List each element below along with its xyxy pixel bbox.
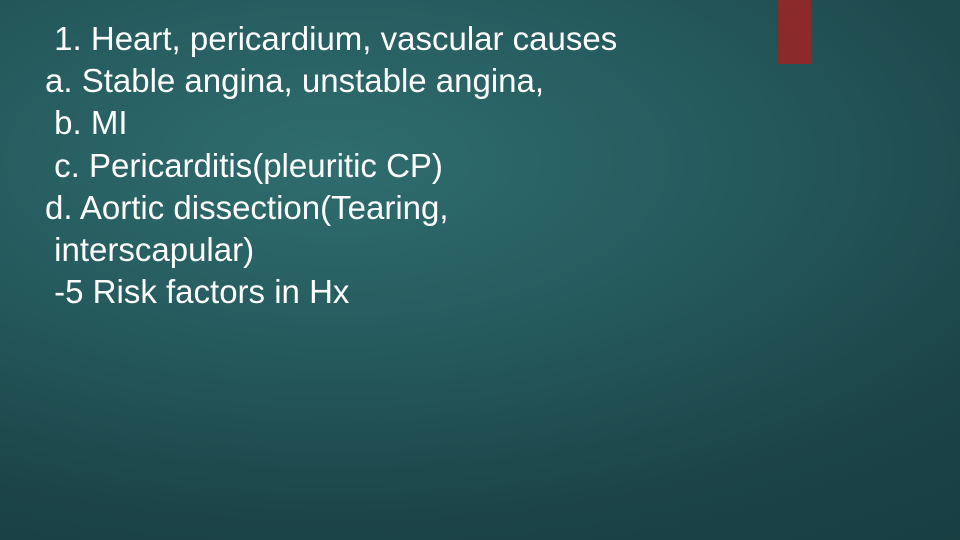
- accent-bar: [778, 0, 811, 64]
- text-line: interscapular): [45, 229, 765, 271]
- text-line: b. MI: [45, 102, 765, 144]
- text-line: c. Pericarditis(pleuritic CP): [45, 145, 765, 187]
- text-line: d. Aortic dissection(Tearing,: [45, 187, 765, 229]
- text-line: a. Stable angina, unstable angina,: [45, 60, 765, 102]
- text-line: 1. Heart, pericardium, vascular causes: [45, 18, 765, 60]
- slide: 1. Heart, pericardium, vascular causes a…: [0, 0, 960, 540]
- slide-text-block: 1. Heart, pericardium, vascular causes a…: [45, 18, 765, 314]
- text-line: -5 Risk factors in Hx: [45, 271, 765, 313]
